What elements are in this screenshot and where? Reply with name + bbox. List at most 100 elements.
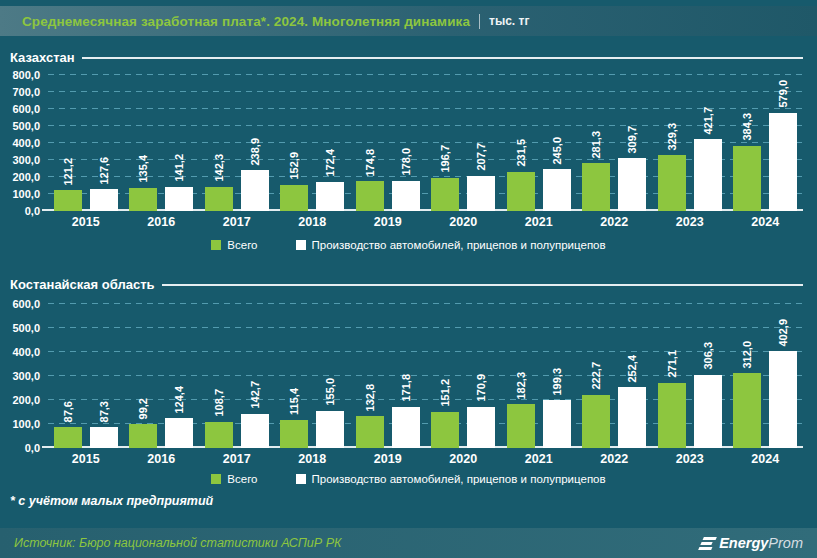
y-axis-tick: 300,0 <box>12 153 40 167</box>
bar-value-label: 142,3 <box>213 154 225 182</box>
bar-total-2024 <box>733 146 761 211</box>
x-axis: 2015201620172018201920202021202220232024 <box>48 452 803 466</box>
bar-value-label: 245,0 <box>551 137 563 165</box>
bar-total-2016 <box>129 424 157 448</box>
bar-value-label: 87,6 <box>62 401 74 422</box>
x-axis-label-2016: 2016 <box>124 215 200 229</box>
y-axis-tick: 700,0 <box>12 85 40 99</box>
x-axis-label-2024: 2024 <box>728 452 804 466</box>
y-axis-tick: 400,0 <box>12 136 40 150</box>
bar-value-label: 178,0 <box>400 148 412 176</box>
x-axis-label-2018: 2018 <box>275 215 351 229</box>
x-axis-label-2023: 2023 <box>652 452 728 466</box>
y-axis-tick: 500,0 <box>12 119 40 133</box>
legend-swatch <box>296 240 306 250</box>
section-rule <box>162 284 804 286</box>
x-axis-label-2021: 2021 <box>501 452 577 466</box>
bar-total-2019 <box>356 416 384 448</box>
bar-total-2023 <box>658 155 686 211</box>
section-head: Казахстан <box>10 50 803 65</box>
logo-text-light: Prom <box>768 535 803 551</box>
bar-value-label: 155,0 <box>324 378 336 406</box>
gridline <box>48 399 803 400</box>
bar-value-label: 579,0 <box>777 80 789 108</box>
bar-value-label: 108,7 <box>213 389 225 417</box>
bar-value-label: 99,2 <box>137 398 149 419</box>
gridline <box>48 125 803 126</box>
x-axis-label-2020: 2020 <box>426 215 502 229</box>
x-axis: 2015201620172018201920202021202220232024 <box>48 215 803 229</box>
legend-swatch <box>211 240 221 250</box>
chart-title: Казахстан <box>10 50 75 65</box>
bar-total-2019 <box>356 181 384 211</box>
x-axis-label-2019: 2019 <box>350 215 426 229</box>
bar-industry-2017 <box>241 170 269 211</box>
triple-bars-icon <box>698 537 717 550</box>
legend-label: Производство автомобилей, прицепов и пол… <box>312 239 606 251</box>
bar-industry-2023 <box>694 375 722 449</box>
bar-total-2017 <box>205 422 233 448</box>
units-label: тыс. тг <box>489 14 529 28</box>
gridline <box>48 193 803 194</box>
bar-total-2021 <box>507 404 535 448</box>
bar-total-2020 <box>431 178 459 211</box>
bar-value-label: 329,3 <box>666 123 678 151</box>
bar-total-2020 <box>431 412 459 448</box>
footer-bar: Источник: Бюро национальной статистики А… <box>0 528 817 558</box>
bar-value-label: 115,4 <box>288 388 300 415</box>
chart-section-kazakhstan: Казахстан 0,0100,0200,0300,0400,0500,060… <box>0 50 817 251</box>
bar-industry-2022 <box>618 158 646 211</box>
bar-value-label: 421,7 <box>702 107 714 135</box>
x-axis-label-2021: 2021 <box>501 215 577 229</box>
legend: Всего Производство автомобилей, прицепов … <box>0 239 817 251</box>
title-separator <box>479 14 480 29</box>
gridline <box>48 108 803 109</box>
bar-total-2015 <box>54 190 82 211</box>
gridline <box>48 74 803 75</box>
bar-industry-2015 <box>90 189 118 211</box>
x-axis-label-2020: 2020 <box>426 452 502 466</box>
bar-industry-2020 <box>467 176 495 211</box>
gridline <box>48 142 803 143</box>
x-axis-label-2016: 2016 <box>124 452 200 466</box>
bar-value-label: 141,2 <box>173 154 185 182</box>
bar-value-label: 222,7 <box>590 362 602 390</box>
plot-area: 121,2127,6135,4141,2142,3238,9152,9172,4… <box>48 75 803 211</box>
legend-label: Всего <box>227 239 257 251</box>
legend: Всего Производство автомобилей, прицепов … <box>0 473 817 485</box>
bar-industry-2019 <box>392 181 420 211</box>
x-axis-label-2019: 2019 <box>350 452 426 466</box>
x-axis-label-2015: 2015 <box>48 215 124 229</box>
gridline <box>48 91 803 92</box>
bar-value-label: 127,6 <box>98 157 110 185</box>
logo-text: EnergyProm <box>719 535 803 551</box>
x-axis-label-2022: 2022 <box>577 215 653 229</box>
gridline <box>48 351 803 352</box>
bar-value-label: 174,8 <box>364 149 376 177</box>
bar-industry-2018 <box>316 411 344 448</box>
bar-industry-2015 <box>90 427 118 448</box>
bar-value-label: 182,3 <box>515 372 527 400</box>
bar-value-label: 402,9 <box>777 319 789 347</box>
bar-value-label: 121,2 <box>62 158 74 186</box>
legend-label: Всего <box>227 473 257 485</box>
bar-industry-2018 <box>316 182 344 211</box>
bar-value-label: 87,3 <box>98 401 110 422</box>
legend-item: Производство автомобилей, прицепов и пол… <box>296 473 606 485</box>
section-head: Костанайская область <box>10 277 803 292</box>
bar-value-label: 171,8 <box>400 374 412 402</box>
x-axis-label-2022: 2022 <box>577 452 653 466</box>
x-axis-label-2017: 2017 <box>199 215 275 229</box>
bar-industry-2017 <box>241 414 269 448</box>
bar-value-label: 196,7 <box>439 145 451 173</box>
bar-total-2018 <box>280 420 308 448</box>
legend-label: Производство автомобилей, прицепов и пол… <box>312 473 606 485</box>
bar-industry-2021 <box>543 400 571 448</box>
bar-value-label: 231,5 <box>515 139 527 167</box>
bar-value-label: 135,4 <box>137 155 149 183</box>
bar-value-label: 132,8 <box>364 384 376 412</box>
gridline <box>48 159 803 160</box>
bar-value-label: 142,7 <box>249 381 261 409</box>
bar-industry-2020 <box>467 407 495 448</box>
bar-value-label: 124,4 <box>173 386 185 414</box>
